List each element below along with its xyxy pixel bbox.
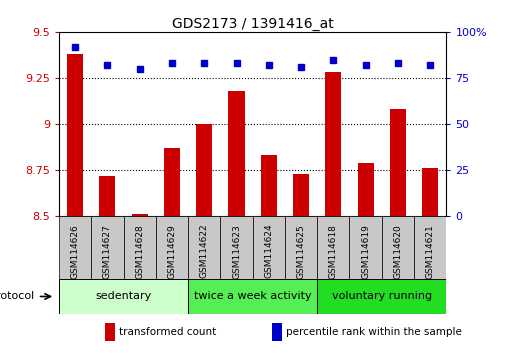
Text: transformed count: transformed count	[119, 327, 216, 337]
Text: GSM114624: GSM114624	[264, 224, 273, 278]
Text: GSM114626: GSM114626	[71, 224, 80, 279]
Bar	[196, 124, 212, 216]
Text: protocol: protocol	[0, 291, 34, 302]
Bar	[293, 174, 309, 216]
Bar	[261, 155, 277, 216]
Bar	[59, 216, 91, 279]
Bar	[358, 163, 373, 216]
Text: twice a week activity: twice a week activity	[194, 291, 311, 302]
Bar	[325, 73, 342, 216]
Text: GSM114622: GSM114622	[200, 224, 209, 278]
Bar	[252, 216, 285, 279]
Text: GSM114627: GSM114627	[103, 224, 112, 279]
Bar	[59, 279, 188, 314]
Text: voluntary running: voluntary running	[332, 291, 432, 302]
Bar	[317, 216, 349, 279]
Bar	[228, 91, 245, 216]
Bar	[382, 216, 414, 279]
Bar	[91, 216, 124, 279]
Bar	[188, 216, 221, 279]
Bar	[100, 176, 115, 216]
Bar	[414, 216, 446, 279]
Bar	[272, 323, 282, 341]
Text: GSM114625: GSM114625	[297, 224, 306, 279]
Text: GSM114629: GSM114629	[167, 224, 176, 279]
Bar	[106, 323, 115, 341]
Bar	[317, 279, 446, 314]
Bar	[285, 216, 317, 279]
Text: percentile rank within the sample: percentile rank within the sample	[286, 327, 462, 337]
Bar	[67, 54, 83, 216]
Text: sedentary: sedentary	[95, 291, 152, 302]
Bar	[390, 109, 406, 216]
Text: GSM114628: GSM114628	[135, 224, 144, 279]
Bar	[188, 279, 317, 314]
Bar	[164, 148, 180, 216]
Bar	[422, 168, 438, 216]
Text: GSM114618: GSM114618	[329, 224, 338, 279]
Text: GSM114619: GSM114619	[361, 224, 370, 279]
Bar	[156, 216, 188, 279]
Text: GSM114621: GSM114621	[426, 224, 435, 279]
Bar	[221, 216, 252, 279]
Text: GSM114623: GSM114623	[232, 224, 241, 279]
Bar	[124, 216, 156, 279]
Text: GSM114620: GSM114620	[393, 224, 402, 279]
Bar	[132, 214, 148, 216]
Bar	[349, 216, 382, 279]
Title: GDS2173 / 1391416_at: GDS2173 / 1391416_at	[172, 17, 333, 31]
